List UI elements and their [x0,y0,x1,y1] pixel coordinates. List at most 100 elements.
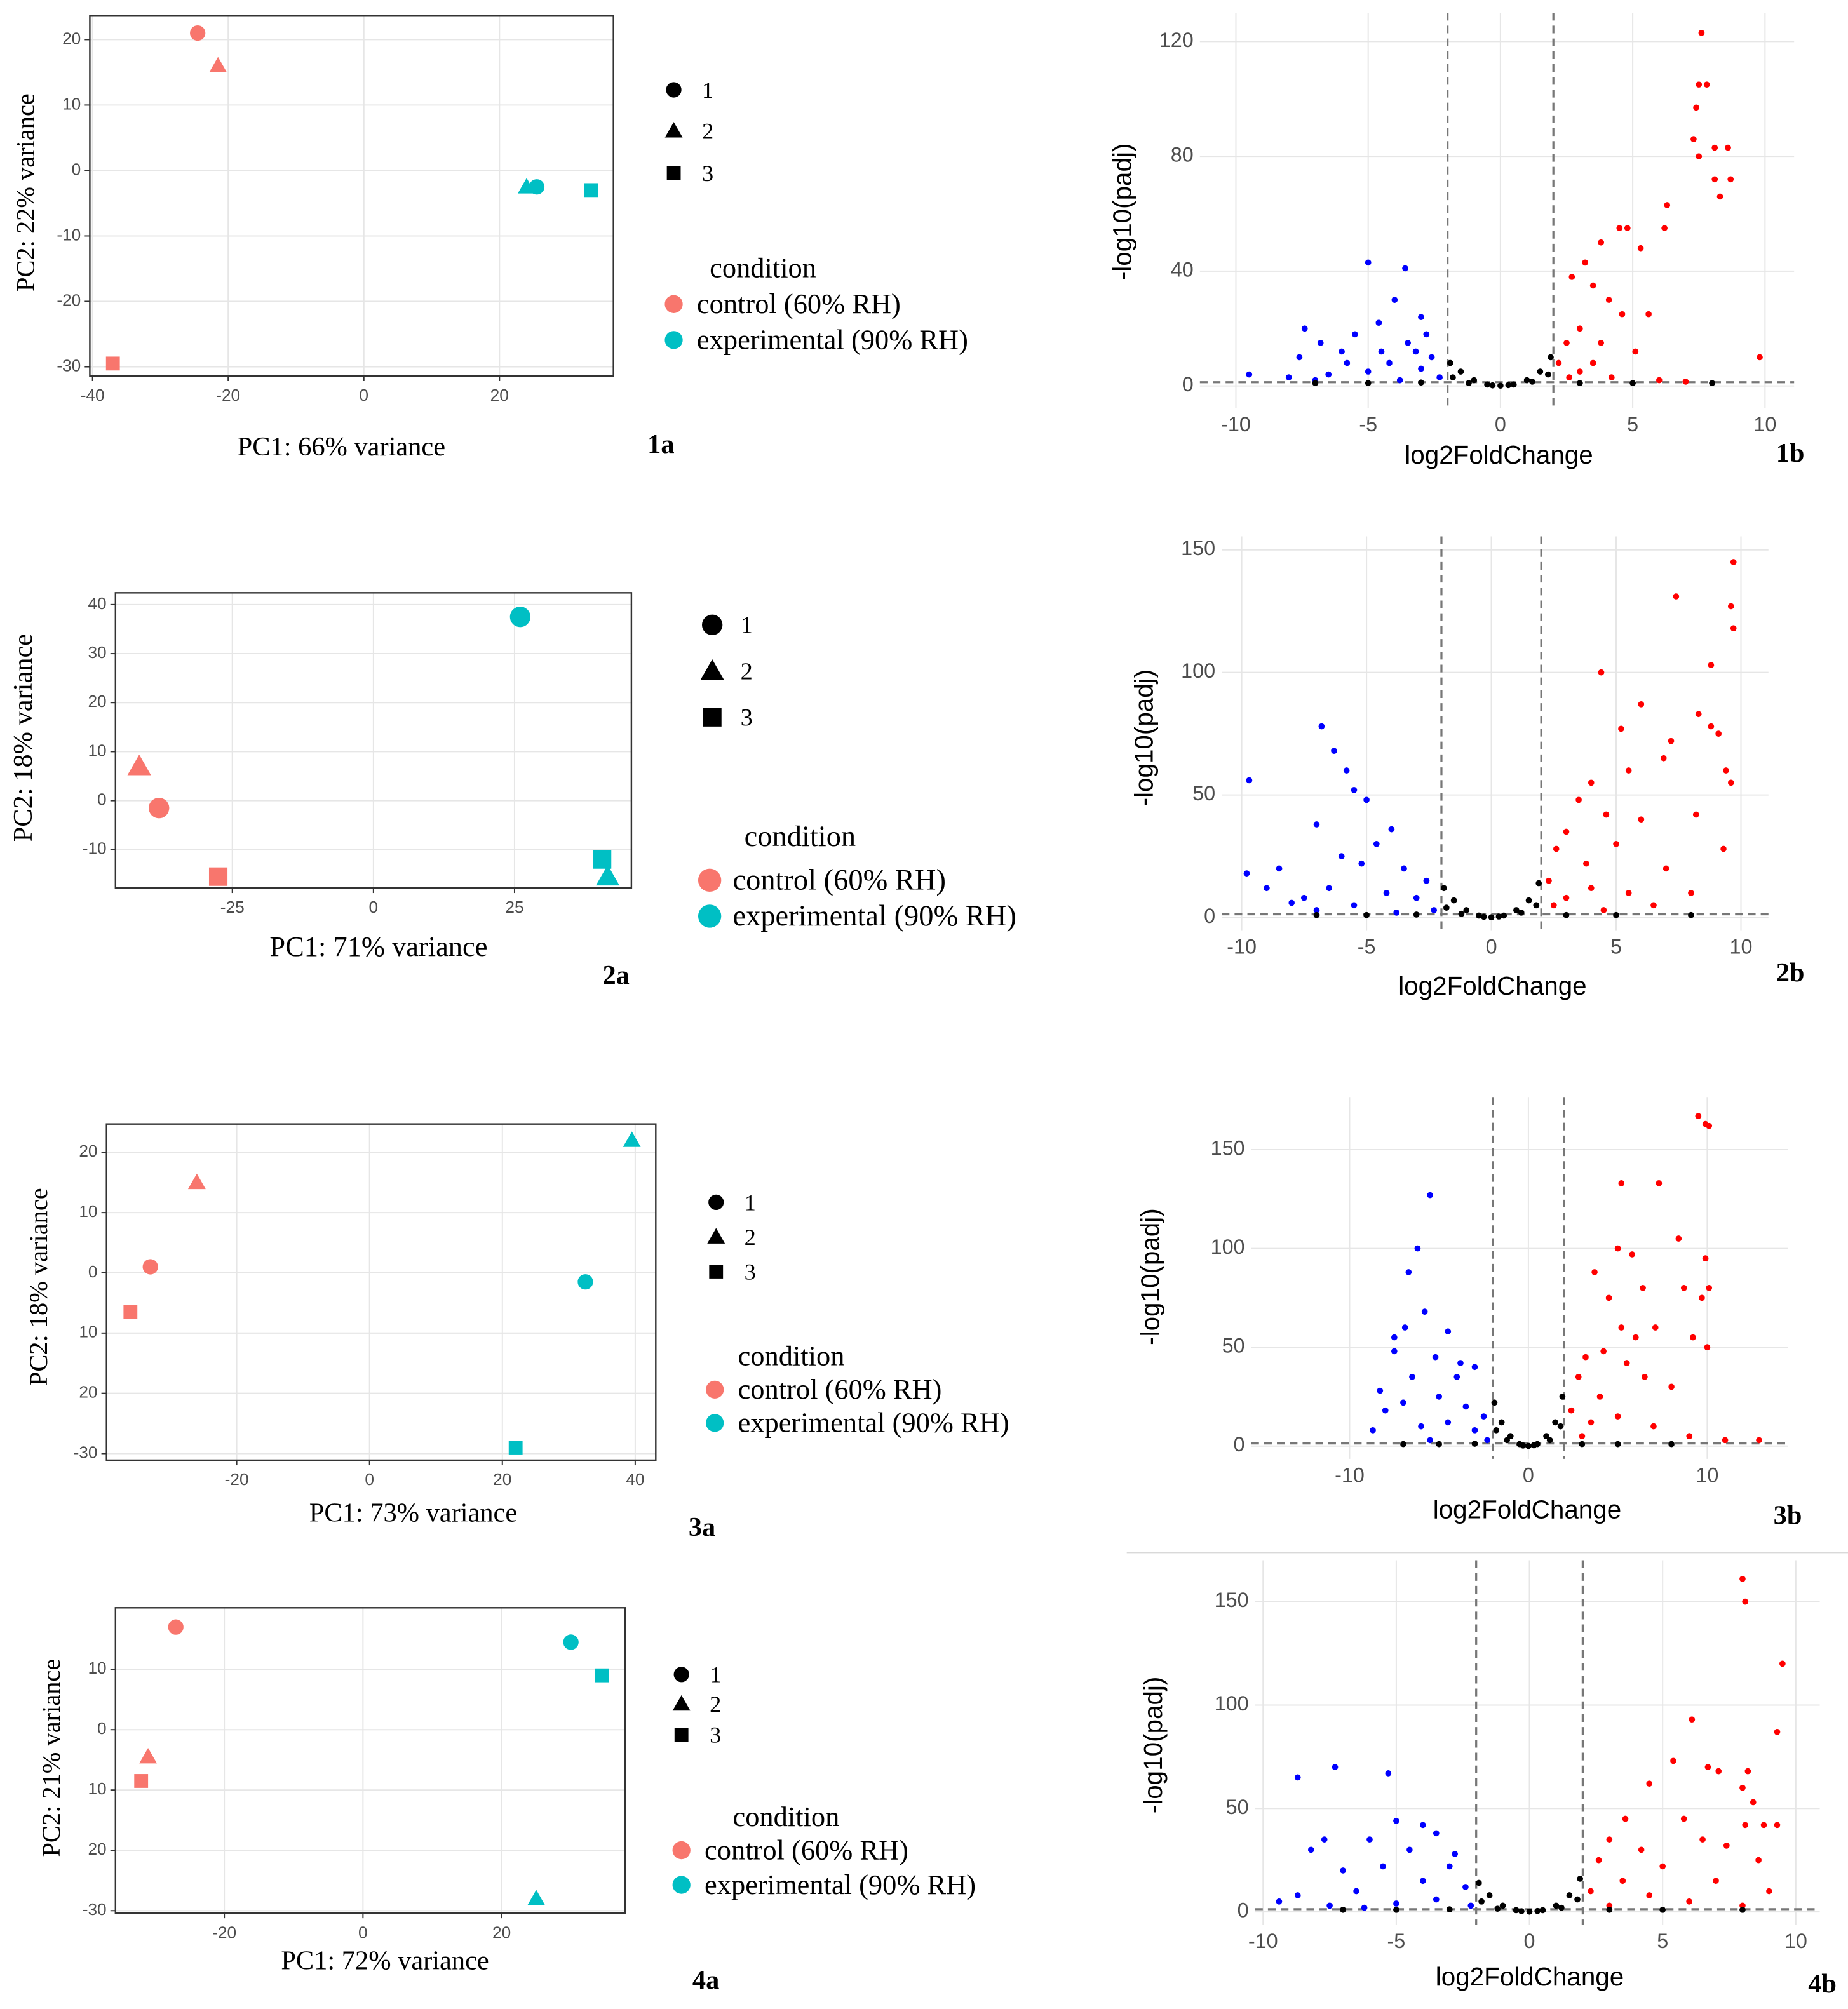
point [1505,382,1512,389]
point [1446,1863,1453,1870]
point [1730,625,1737,632]
x-axis-label: PC1: 73% variance [309,1498,517,1528]
point [1518,1908,1525,1914]
point [1427,1192,1433,1199]
point [1568,1407,1575,1414]
point [1614,1441,1621,1448]
panel-label: 3b [1774,1501,1802,1531]
point [1618,1180,1625,1186]
legend-marker [674,1728,689,1742]
x-tick-label: -10 [1335,1464,1365,1487]
point [1750,1799,1757,1806]
point [1480,913,1487,920]
point [1326,885,1332,892]
legend-marker [666,166,681,180]
legend-label: 3 [745,1259,756,1284]
point [1276,1898,1283,1905]
x-axis-label: log2FoldChange [1433,1495,1621,1524]
point [1285,374,1292,380]
point [1497,382,1504,389]
panel-label: 4a [692,1965,719,1995]
plot-area [90,15,614,376]
legend-label: 2 [745,1225,756,1250]
point [1393,1906,1399,1913]
legend-marker [702,614,723,636]
y-tick-label: 80 [1171,144,1194,166]
point [1696,153,1703,160]
panel-label: 1b [1776,438,1805,468]
y-axis-label: -log10(padj) [1107,144,1136,281]
legend-title: condition [745,821,856,853]
point [1264,885,1270,892]
point [1591,1269,1598,1275]
point [1495,913,1502,920]
point [1619,1878,1626,1885]
point [1478,1898,1485,1905]
y-tick-label: 50 [1226,1796,1249,1818]
point [1696,81,1703,88]
point [1563,340,1570,346]
point [1588,1419,1595,1426]
point [1243,870,1250,877]
legend-title: condition [710,252,816,283]
x-axis-label: PC1: 71% variance [269,931,487,962]
point [1343,767,1350,774]
point [1463,907,1470,913]
point [1352,331,1358,338]
point [1557,1423,1564,1430]
legend-label: experimental (90% RH) [705,1869,976,1900]
point [518,178,536,194]
point [1682,379,1689,385]
point [1605,297,1612,303]
point [1553,1902,1560,1909]
legend-marker [664,331,683,349]
point [1365,380,1372,386]
x-tick-label: 20 [490,386,509,405]
point [1688,911,1694,918]
point [1638,701,1645,708]
x-tick-label: 0 [358,1923,368,1942]
point [1575,796,1582,803]
y-tick-label: 150 [1215,1589,1249,1611]
point [1664,202,1671,208]
point [1757,354,1763,361]
point [1383,890,1390,896]
point [1484,1437,1491,1444]
point [1706,1284,1713,1291]
point [1550,902,1557,909]
point [1618,725,1624,732]
point [1760,1822,1767,1829]
legend-marker [707,1228,725,1244]
point [1600,1348,1607,1355]
point [1418,1423,1424,1430]
legend-marker [664,295,683,313]
point [1588,885,1595,892]
legend-marker [706,1380,724,1399]
point [1363,796,1370,803]
point [1385,1770,1392,1777]
x-tick-label: -10 [1227,935,1257,958]
point [1656,1180,1663,1186]
point [1739,1906,1746,1913]
legend-label: experimental (90% RH) [732,900,1016,932]
panel-label: 1a [647,429,674,459]
point [1326,1902,1333,1909]
point [1331,748,1337,754]
point [1396,377,1403,384]
point [1566,1892,1573,1898]
point [1418,314,1424,321]
point [1418,365,1424,372]
point [1656,377,1663,384]
x-tick-label: -5 [1359,413,1377,436]
point [1499,1902,1506,1909]
point [1436,374,1443,380]
point [1412,348,1419,355]
legend-label: 3 [702,161,713,186]
point [134,1774,149,1788]
point [1423,331,1430,338]
point [1663,865,1669,872]
point [1668,1383,1675,1390]
point [1614,1413,1621,1420]
point [1686,1898,1692,1905]
